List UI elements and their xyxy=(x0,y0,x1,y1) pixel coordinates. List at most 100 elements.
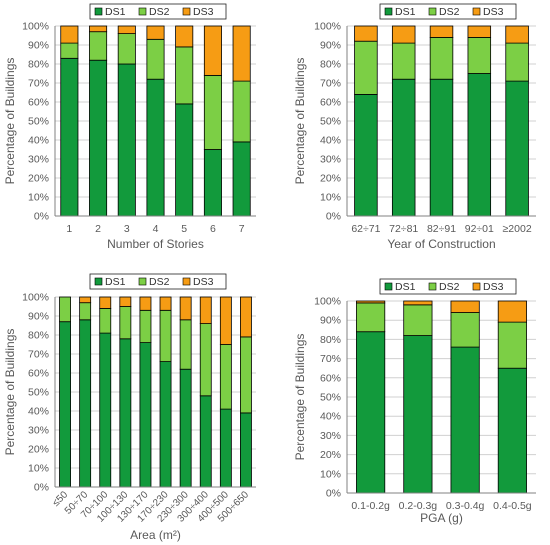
bar-ds1 xyxy=(119,338,132,488)
bar-ds1 xyxy=(505,80,529,217)
bar-ds2 xyxy=(429,37,454,80)
bar-ds2 xyxy=(139,309,152,343)
bar-ds3 xyxy=(240,296,252,338)
bar-ds1 xyxy=(59,321,71,488)
legend-label-ds3: DS3 xyxy=(483,6,504,18)
legend-label-ds1: DS1 xyxy=(105,6,126,18)
x-tick-label: 0.4-0.5g xyxy=(493,500,532,512)
bar-ds2 xyxy=(203,75,222,150)
bar-ds2 xyxy=(175,46,194,105)
legend-swatch-ds2 xyxy=(428,7,437,16)
legend: DS1 DS2 DS3 xyxy=(379,3,517,20)
legend-frame xyxy=(89,273,227,290)
bar-ds3 xyxy=(175,25,194,48)
bar-ds1 xyxy=(403,335,433,494)
y-tick-label: 50% xyxy=(28,116,49,128)
bar-ds3 xyxy=(117,25,136,34)
legend-label-ds1: DS1 xyxy=(395,281,416,293)
bar-ds3 xyxy=(467,25,492,38)
y-tick-label: 60% xyxy=(320,97,341,109)
legend: DS1 DS2 DS3 xyxy=(379,278,517,295)
y-tick-label: 20% xyxy=(28,173,49,185)
x-tick-label: 6 xyxy=(210,223,216,235)
bar-ds2 xyxy=(119,306,132,340)
bar-ds2 xyxy=(450,312,480,348)
y-axis-label: Percentage of Buildings xyxy=(3,329,17,456)
legend-swatch-ds2 xyxy=(138,7,147,16)
chart-pga: 0% 10% 20% 30% 40% 50% 60% 70% 80% 90% 100% 0.1-0.2… xyxy=(293,278,536,525)
bar-ds2 xyxy=(240,336,252,414)
y-tick-label: 0% xyxy=(326,211,341,223)
x-tick-label: 0.1-0.2g xyxy=(351,500,390,512)
legend-swatch-ds1 xyxy=(384,282,393,291)
x-tick-label: 2 xyxy=(95,223,101,235)
y-tick-label: 30% xyxy=(28,425,49,437)
bar-ds1 xyxy=(354,94,378,217)
legend-swatch-ds1 xyxy=(94,277,103,286)
legend-label-ds2: DS2 xyxy=(439,281,460,293)
legend-label-ds3: DS3 xyxy=(193,276,214,288)
bar-ds2 xyxy=(179,319,192,370)
y-tick-label: 50% xyxy=(320,392,341,404)
legend: DS1 DS2 DS3 xyxy=(89,3,227,20)
x-tick-label: 62÷71 xyxy=(351,223,380,235)
x-tick-label: ≥2002 xyxy=(503,223,532,235)
bar-ds1 xyxy=(219,408,232,488)
chart-year-of-construction: 0% 10% 20% 30% 40% 50% 60% 70% 80% 90% 100% 62÷71 72… xyxy=(293,3,536,251)
bar-ds3 xyxy=(179,296,192,321)
y-tick-label: 70% xyxy=(28,78,49,90)
y-tick-label: 100% xyxy=(22,292,49,304)
bar-ds3 xyxy=(199,296,212,325)
x-axis-label: Year of Construction xyxy=(387,237,495,251)
y-tick-label: 90% xyxy=(28,40,49,52)
legend-frame xyxy=(379,3,517,20)
y-tick-label: 90% xyxy=(320,315,341,327)
y-tick-label: 70% xyxy=(28,349,49,361)
y-tick-label: 30% xyxy=(320,430,341,442)
bar-ds2 xyxy=(219,344,232,410)
y-tick-label: 50% xyxy=(320,116,341,128)
bar-ds2 xyxy=(354,40,378,95)
y-tick-label: 0% xyxy=(34,482,49,494)
bar-ds1 xyxy=(159,361,172,488)
legend-swatch-ds1 xyxy=(94,7,103,16)
bar-ds2 xyxy=(467,37,492,74)
x-tick-label: 92÷01 xyxy=(465,223,494,235)
bar-ds1 xyxy=(79,319,92,488)
bar-ds1 xyxy=(99,332,112,488)
bar-ds1 xyxy=(356,331,386,494)
bar-ds3 xyxy=(146,25,165,40)
y-tick-label: 20% xyxy=(28,444,49,456)
y-tick-label: 10% xyxy=(320,468,341,480)
bar-ds3 xyxy=(429,25,454,38)
x-axis-label: Number of Stories xyxy=(107,237,204,251)
x-tick-label: 1 xyxy=(66,223,72,235)
bar-ds1 xyxy=(429,78,454,217)
bar-ds3 xyxy=(99,296,112,309)
y-tick-label: 50% xyxy=(28,387,49,399)
bar-ds2 xyxy=(59,296,71,323)
y-tick-label: 10% xyxy=(28,192,49,204)
y-tick-label: 70% xyxy=(320,78,341,90)
bar-ds3 xyxy=(450,300,480,313)
y-tick-label: 40% xyxy=(320,411,341,423)
y-tick-label: 80% xyxy=(320,59,341,71)
y-tick-label: 40% xyxy=(28,135,49,147)
x-tick-label: 0.2-0.3g xyxy=(399,500,438,512)
bar-ds2 xyxy=(199,323,212,397)
x-axis-label: PGA (g) xyxy=(420,511,463,525)
y-tick-label: 90% xyxy=(28,311,49,323)
bar-ds3 xyxy=(403,300,433,306)
y-tick-label: 80% xyxy=(320,334,341,346)
y-tick-label: 10% xyxy=(320,192,341,204)
y-tick-label: 60% xyxy=(28,97,49,109)
x-tick-label: 7 xyxy=(239,223,245,235)
y-tick-label: 80% xyxy=(28,330,49,342)
y-tick-label: 30% xyxy=(320,154,341,166)
y-tick-label: 90% xyxy=(320,40,341,52)
y-tick-label: 0% xyxy=(34,211,49,223)
y-tick-label: 70% xyxy=(320,353,341,365)
y-tick-label: 20% xyxy=(320,449,341,461)
y-tick-label: 40% xyxy=(320,135,341,147)
